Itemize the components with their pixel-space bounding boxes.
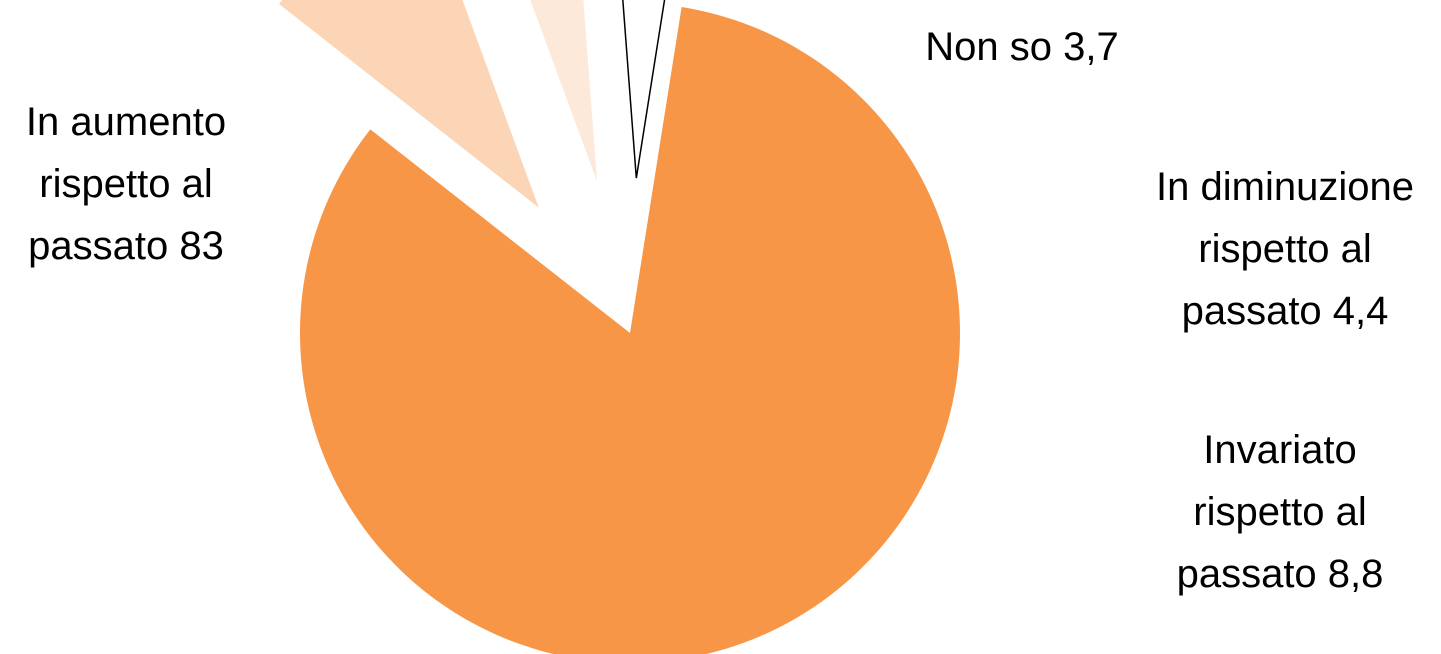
- data-label-non-so: Non so 3,7: [925, 25, 1118, 69]
- data-label-in-aumento-line: passato 83: [28, 224, 224, 268]
- data-label-invariato-line: passato 8,8: [1177, 552, 1384, 596]
- pie-slice-in-diminuzione: [530, 0, 598, 182]
- data-label-in-aumento-line: rispetto al: [39, 162, 212, 206]
- data-label-invariato: Invariato rispetto al passato 8,8: [1177, 428, 1384, 596]
- data-label-non-so-line: Non so 3,7: [925, 25, 1118, 69]
- data-label-in-aumento-line: In aumento: [26, 100, 226, 144]
- data-label-invariato-line: rispetto al: [1193, 490, 1366, 534]
- pie-labels: In aumento rispetto al passato 83 Invariato…: [26, 25, 1414, 596]
- pie-slice-invariato: [279, 0, 539, 208]
- data-label-invariato-line: Invariato: [1203, 428, 1356, 472]
- data-label-in-diminuzione-line: rispetto al: [1198, 227, 1371, 271]
- pie-slice-non-so: [622, 0, 666, 179]
- data-label-in-diminuzione: In diminuzione rispetto al passato 4,4: [1156, 165, 1414, 333]
- data-label-in-diminuzione-line: In diminuzione: [1156, 165, 1414, 209]
- data-label-in-aumento: In aumento rispetto al passato 83: [26, 100, 226, 268]
- data-label-in-diminuzione-line: passato 4,4: [1182, 289, 1389, 333]
- pie-slice-in-aumento: [300, 7, 960, 654]
- pie-slices: [279, 0, 960, 654]
